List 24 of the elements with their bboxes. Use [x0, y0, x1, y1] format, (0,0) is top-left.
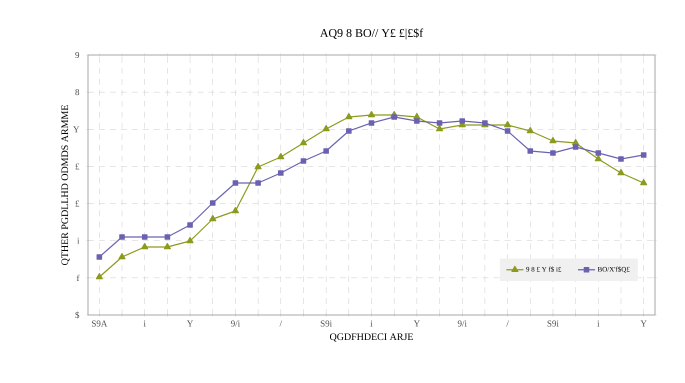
x-tick-label: S9i [320, 320, 332, 327]
text: 9 [75, 52, 80, 58]
x-tick-label: Y [640, 320, 647, 326]
x-tick-label: i [597, 320, 600, 326]
x-axis-title: QGDFHDECI ARJE [330, 333, 413, 342]
x-tick-label: / [506, 320, 509, 327]
x-tick-label: S9A [92, 320, 108, 327]
x-tick-label: / [280, 320, 282, 327]
x-tick-label: Y [414, 320, 420, 326]
text: Y [73, 126, 80, 132]
text: £ [76, 200, 80, 207]
x-tick-label: i [370, 320, 373, 326]
x-tick-label: i [144, 320, 146, 326]
chart-title: AQ9 8 BO// Y£ £|£$f [320, 28, 424, 40]
x-tick-label: S9i [548, 320, 559, 327]
text: $ [75, 311, 80, 319]
x-tick-label: 9/i [230, 320, 240, 327]
text: 8 [75, 89, 80, 96]
text: £ [76, 163, 80, 170]
x-tick-label: Y [186, 320, 194, 326]
text: f [76, 274, 80, 282]
y-axis-title: QTHER PGDLLHD ODMDS ARMME [61, 105, 70, 265]
text: i [77, 238, 80, 244]
x-tick-label: 9/i [458, 320, 467, 327]
